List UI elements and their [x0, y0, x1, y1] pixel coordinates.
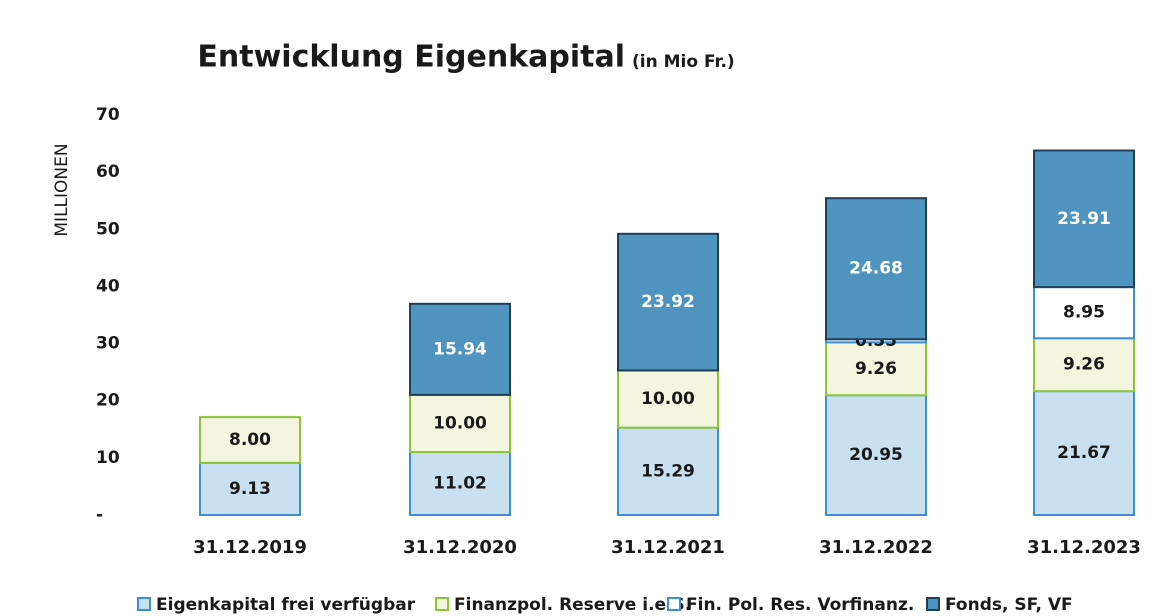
data-label: 15.29 — [641, 461, 695, 481]
data-label: 9.26 — [1063, 355, 1105, 375]
y-tick-label: 70 — [96, 105, 120, 125]
legend-label: Fin. Pol. Res. Vorfinanz. — [686, 595, 914, 615]
bar-segment — [1033, 390, 1135, 516]
legend-label: Eigenkapital frei verfügbar — [156, 595, 416, 615]
data-label: 23.92 — [641, 292, 695, 312]
bar-segment — [1033, 149, 1135, 289]
data-label: 15.94 — [433, 339, 487, 359]
legend-swatch — [137, 597, 151, 611]
x-tick-label: 31.12.2023 — [1027, 537, 1141, 558]
data-label: 8.95 — [1063, 303, 1105, 323]
data-label: 10.00 — [641, 389, 695, 409]
bar-segment — [825, 197, 927, 341]
x-tick-label: 31.12.2020 — [403, 537, 517, 558]
data-label: 21.67 — [1057, 443, 1111, 463]
legend-swatch — [926, 597, 940, 611]
legend-label: Fonds, SF, VF — [945, 595, 1073, 615]
legend-swatch — [435, 597, 449, 611]
chart-subtitle: (in Mio Fr.) — [632, 52, 735, 72]
bar-segment — [1033, 286, 1135, 340]
legend-label: Finanzpol. Reserve i.e.S. — [454, 595, 691, 615]
data-label: 9.13 — [229, 479, 271, 499]
legend-swatch — [667, 597, 681, 611]
bar-segment — [199, 416, 301, 464]
bar-segment — [409, 393, 511, 454]
data-label: 9.26 — [855, 359, 897, 379]
bar-segment — [825, 394, 927, 516]
y-tick-label: 10 — [96, 448, 120, 468]
data-label: 23.91 — [1057, 209, 1111, 229]
y-tick-label: 50 — [96, 219, 120, 239]
x-tick-label: 31.12.2019 — [193, 537, 307, 558]
chart-title: Entwicklung Eigenkapital — [197, 40, 625, 75]
bar-segment — [617, 232, 719, 372]
y-tick-label: 30 — [96, 334, 120, 354]
bar-segment — [1033, 337, 1135, 393]
y-tick-label: - — [96, 505, 103, 525]
x-tick-label: 31.12.2021 — [611, 537, 725, 558]
data-label: 24.68 — [849, 259, 903, 279]
bar-segment — [617, 426, 719, 516]
bar-segment — [199, 461, 301, 517]
y-tick-label: 60 — [96, 162, 120, 182]
bar-segment — [409, 302, 511, 396]
x-tick-label: 31.12.2022 — [819, 537, 933, 558]
y-tick-label: 40 — [96, 276, 120, 296]
data-label: 10.00 — [433, 413, 487, 433]
y-axis-label: MILLIONEN — [52, 143, 72, 236]
bar-segment — [617, 369, 719, 429]
bar-segment — [825, 341, 927, 397]
data-label: 11.02 — [433, 474, 487, 494]
data-label: 20.95 — [849, 445, 903, 465]
y-tick-label: 20 — [96, 391, 120, 411]
data-label: 8.00 — [229, 430, 271, 450]
